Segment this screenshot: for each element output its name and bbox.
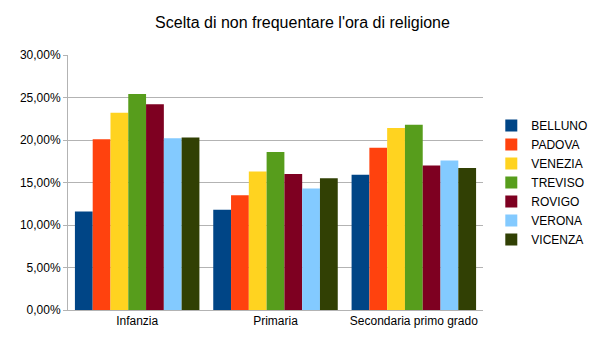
svg-text:10,00%: 10,00%	[20, 218, 61, 232]
svg-text:Scelta di non frequentare l'or: Scelta di non frequentare l'ora di relig…	[155, 14, 450, 31]
svg-text:30,00%: 30,00%	[20, 48, 61, 62]
svg-text:PADOVA: PADOVA	[531, 138, 579, 152]
svg-text:TREVISO: TREVISO	[531, 176, 584, 190]
svg-text:Primaria: Primaria	[253, 314, 298, 328]
svg-text:BELLUNO: BELLUNO	[531, 119, 587, 133]
svg-text:5,00%: 5,00%	[27, 261, 61, 275]
svg-text:20,00%: 20,00%	[20, 133, 61, 147]
svg-text:Infanzia: Infanzia	[116, 314, 158, 328]
svg-text:15,00%: 15,00%	[20, 176, 61, 190]
svg-text:VENEZIA: VENEZIA	[531, 157, 582, 171]
svg-text:Secondaria primo grado: Secondaria primo grado	[350, 314, 478, 328]
svg-text:ROVIGO: ROVIGO	[531, 195, 579, 209]
svg-text:VERONA: VERONA	[531, 214, 582, 228]
svg-text:VICENZA: VICENZA	[531, 233, 583, 247]
svg-text:0,00%: 0,00%	[27, 303, 61, 317]
svg-text:25,00%: 25,00%	[20, 91, 61, 105]
